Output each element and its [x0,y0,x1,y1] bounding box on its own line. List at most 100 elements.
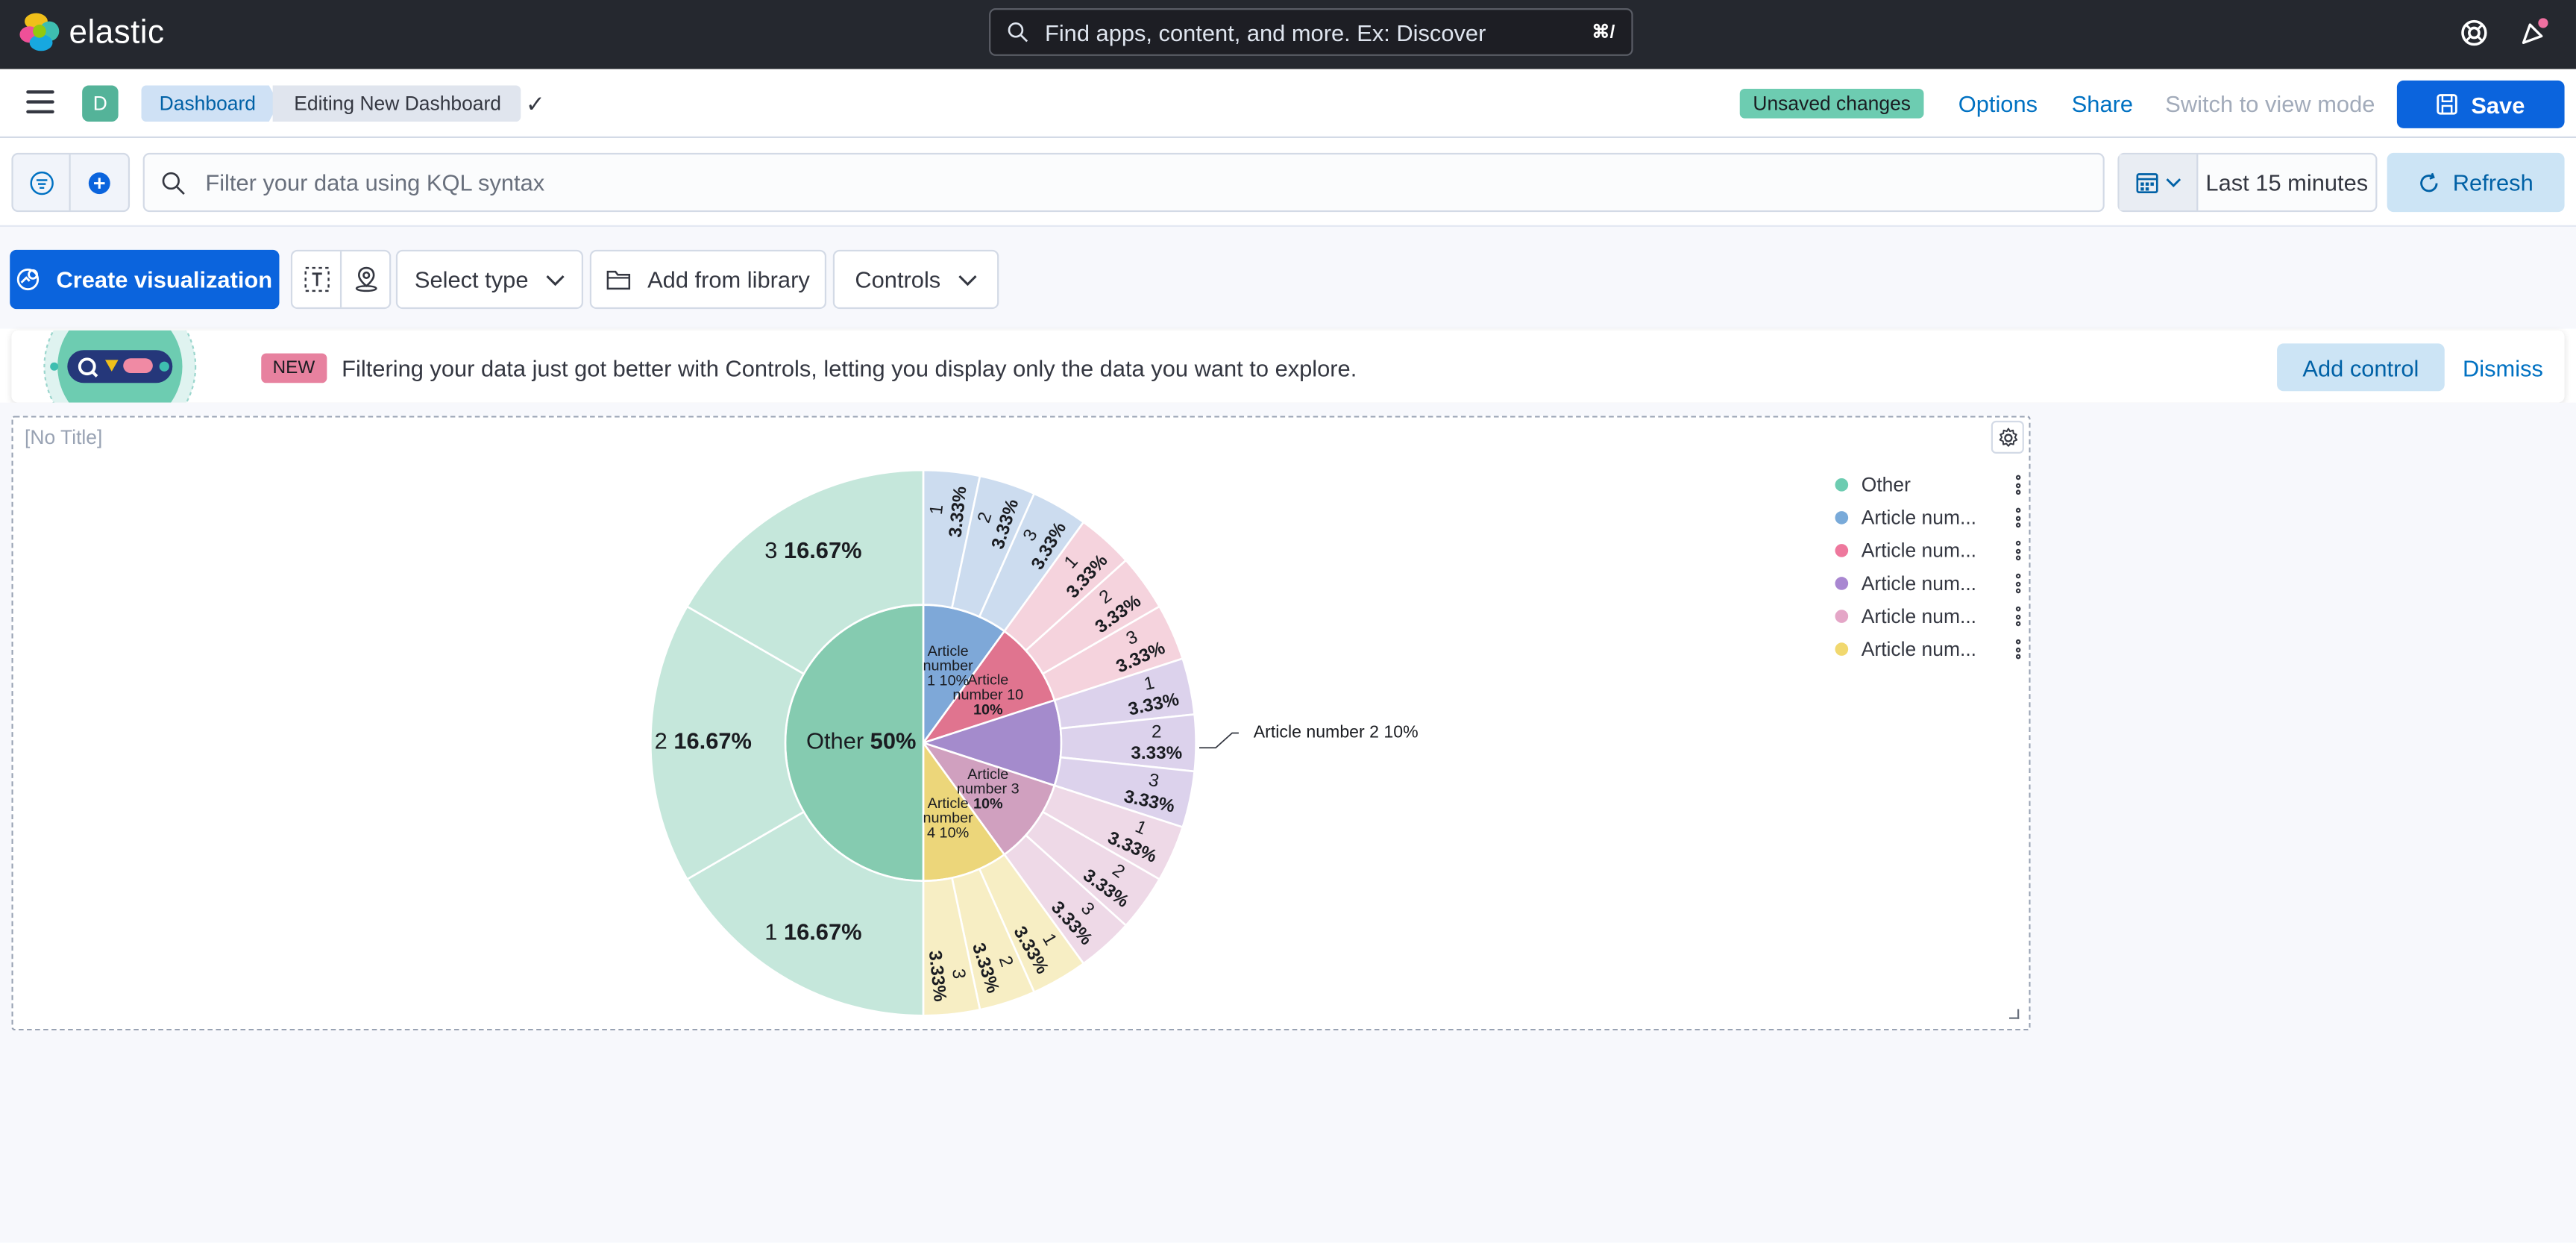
inner-slice-label: Article number 1 10% [923,643,974,689]
refresh-icon [2420,172,2438,192]
outer-slice-label: 1 16.67% [764,918,861,945]
legend-label: Article num... [1861,637,1977,661]
save-label: Save [2471,91,2525,118]
legend-actions-icon[interactable] [2015,606,2023,627]
add-filter-icon[interactable] [71,154,128,210]
legend-item-article-3[interactable]: Article num... [1832,600,2026,633]
share-link[interactable]: Share [2071,90,2134,117]
unsaved-changes-badge: Unsaved changes [1739,88,1924,119]
create-visualization-label: Create visualization [56,266,273,293]
logo-text: elastic [69,13,165,51]
legend-swatch [1835,610,1849,623]
inner-slice-label: Article number 4 10% [923,795,974,842]
space-avatar[interactable]: D [82,85,119,122]
save-button[interactable]: Save [2396,80,2565,128]
legend-label: Article num... [1861,539,1977,563]
filter-menu-icon[interactable] [13,154,71,210]
kql-search-input[interactable]: Filter your data using KQL syntax [142,152,2105,213]
outer-slice-label: 2 16.67% [655,728,752,754]
legend-swatch [1835,577,1849,590]
outer-slice-label: 33.33% [1122,765,1181,817]
options-link[interactable]: Options [1958,90,2038,117]
panel-options-gear-icon[interactable] [1991,420,2024,454]
checkmark-icon[interactable]: ✓ [525,90,545,117]
legend-label: Other [1861,473,1911,497]
refresh-button[interactable]: Refresh [2387,152,2565,213]
legend-label: Article num... [1861,572,1977,595]
inner-slice-label: Article number 3 10% [957,766,1020,813]
app-navbar: D Dashboard Editing New Dashboard ✓ Unsa… [0,69,2576,139]
panel-title: [No Title] [25,425,103,449]
controls-callout: NEW Filtering your data just got better … [11,330,2565,403]
global-header: elastic Find apps, content, and more. Ex… [0,0,2576,69]
elastic-logo-icon [19,13,60,53]
text-panel-icon[interactable] [292,251,342,307]
chevron-down-icon [2165,178,2181,187]
visualize-app-icon [17,268,40,291]
controls-illustration [43,330,197,403]
visualization-panel[interactable]: [No Title] 13.33% 23.33% 33.33% 13.33% 23.33… [11,416,2031,1031]
filter-buttons [11,152,131,213]
quick-add-group [290,249,392,310]
add-control-button[interactable]: Add control [2277,343,2445,392]
new-badge: NEW [261,353,327,383]
pie-slice-outer[interactable] [685,469,925,675]
search-icon [1008,22,1028,43]
dashboard-toolbar: Create visualization Select type Add fro… [0,226,2576,329]
folder-icon [606,270,631,290]
legend-actions-icon[interactable] [2015,639,2023,660]
quick-menu-button[interactable] [2119,154,2199,210]
legend-actions-icon[interactable] [2015,540,2023,561]
global-search-input[interactable]: Find apps, content, and more. Ex: Discov… [989,8,1633,56]
legend-item-article-2[interactable]: Article num... [1832,567,2026,600]
search-shortcut-hint: ⌘/ [1592,22,1615,43]
search-icon [162,171,185,194]
select-type-button[interactable]: Select type [395,249,583,310]
select-type-label: Select type [414,266,529,293]
create-visualization-button[interactable]: Create visualization [10,249,280,310]
elastic-logo[interactable]: elastic [19,13,164,53]
breadcrumb-editing: Editing New Dashboard [272,85,521,122]
help-icon[interactable] [2460,18,2489,48]
callout-leader-line [1199,732,1239,749]
global-search-placeholder: Find apps, content, and more. Ex: Discov… [1044,19,1486,46]
legend-swatch [1835,544,1849,557]
outer-slice-label: 3 16.67% [764,537,861,563]
panel-resize-handle[interactable] [2009,1009,2020,1019]
inner-slice-label: Article number 10 10% [952,672,1023,718]
pie-chart: 13.33% 23.33%33.33%13.33%23.33%33.33%13.3… [650,469,1419,1017]
controls-button[interactable]: Controls [832,249,999,310]
legend-actions-icon[interactable] [2015,573,2023,594]
legend-item-article-1[interactable]: Article num... [1832,501,2026,534]
legend-swatch [1835,511,1849,525]
legend-swatch [1835,642,1849,656]
legend-swatch [1835,478,1849,492]
inner-slice-label: Other 50% [806,728,916,754]
legend-actions-icon[interactable] [2015,507,2023,528]
refresh-label: Refresh [2452,169,2533,196]
date-picker: Last 15 minutes [2117,152,2378,213]
add-from-library-button[interactable]: Add from library [589,249,827,310]
breadcrumb-dashboard[interactable]: Dashboard [141,86,278,122]
news-feed-icon[interactable] [2519,18,2548,48]
dismiss-link[interactable]: Dismiss [2462,354,2543,382]
legend-item-article-10[interactable]: Article num... [1832,534,2026,567]
time-range-display[interactable]: Last 15 minutes [2205,169,2369,196]
controls-label: Controls [855,266,941,293]
pie-slice-outer[interactable] [650,605,805,881]
maps-panel-icon[interactable] [342,251,389,307]
legend-item-other[interactable]: Other [1832,469,2026,501]
legend-item-article-4[interactable]: Article num... [1832,633,2026,666]
callout-message: Filtering your data just got better with… [342,354,1357,382]
calendar-icon [2135,173,2158,194]
chevron-down-icon [958,275,976,287]
pie-slice-outer[interactable] [685,810,925,1017]
menu-toggle-icon[interactable] [26,90,54,113]
save-icon [2437,94,2458,115]
legend-actions-icon[interactable] [2015,475,2023,495]
legend-label: Article num... [1861,506,1977,530]
add-from-library-label: Add from library [647,266,810,293]
switch-view-mode-link[interactable]: Switch to view mode [2165,90,2375,117]
